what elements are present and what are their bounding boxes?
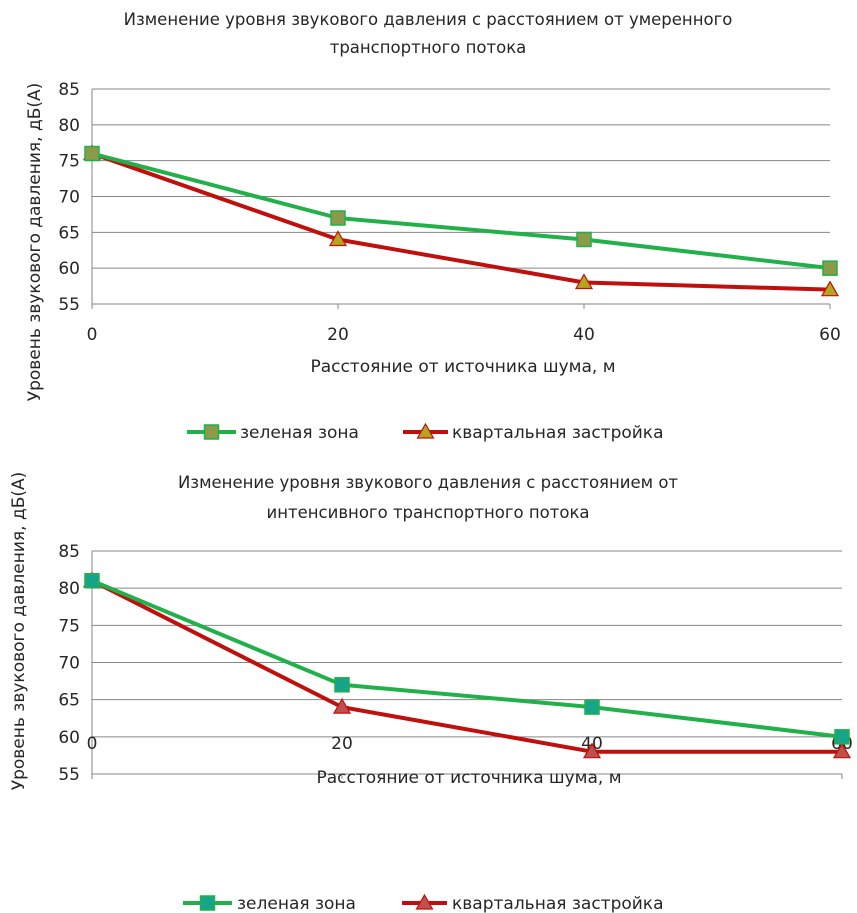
chart-moderate-traffic: Изменение уровня звукового давления с ра… <box>0 0 857 456</box>
y-tick-label: 75 <box>58 616 80 636</box>
data-point-triangle <box>582 742 602 759</box>
data-point-square <box>330 210 346 226</box>
chart-title-line: Изменение уровня звукового давления с ра… <box>124 10 733 29</box>
legend-marker-triangle <box>416 422 435 439</box>
y-tick-label: 60 <box>58 728 80 748</box>
data-point-triangle <box>332 697 352 714</box>
x-tick-label: 60 <box>819 325 841 345</box>
y-tick-label: 65 <box>58 223 80 243</box>
chart-title-line: интенсивного транспортного потока <box>266 503 589 522</box>
legend-label: квартальная застройка <box>452 423 664 443</box>
y-axis-label: Уровень звукового давления, дБ(А) <box>9 472 29 791</box>
chart-svg: Изменение уровня звукового давления с ра… <box>25 10 841 443</box>
x-tick-label: 40 <box>573 325 595 345</box>
data-point-square <box>84 145 100 162</box>
chart-title-line: транспортного потока <box>330 38 527 57</box>
data-point-square <box>834 729 850 745</box>
x-axis-label: Расстояние от источника шума, м <box>316 768 621 788</box>
data-point-square <box>584 699 600 715</box>
chart-title-line: Изменение уровня звукового давления с ра… <box>178 473 678 492</box>
data-point-square <box>576 231 592 248</box>
legend-marker-triangle <box>415 893 434 910</box>
legend-label: зеленая зона <box>237 894 356 913</box>
y-axis-label: Уровень звукового давления, дБ(А) <box>25 83 45 402</box>
data-point-triangle <box>820 280 840 297</box>
y-tick-label: 60 <box>58 259 80 279</box>
y-tick-label: 55 <box>58 765 80 785</box>
data-point-square <box>334 677 350 693</box>
series-line-block-development <box>91 151 831 292</box>
data-point-square <box>84 572 100 589</box>
y-tick-label: 75 <box>58 152 80 172</box>
legend-marker-square <box>199 895 216 911</box>
x-axis-label: Расстояние от источника шума, м <box>310 357 615 377</box>
y-tick-label: 55 <box>58 295 80 315</box>
legend-label: зеленая зона <box>240 423 359 443</box>
data-point-square <box>822 260 838 276</box>
series-line-green-zone <box>91 578 843 739</box>
y-tick-label: 70 <box>58 654 80 674</box>
y-tick-label: 80 <box>58 116 80 136</box>
y-tick-label: 65 <box>58 691 80 711</box>
chart-svg: Изменение уровня звукового давления с ра… <box>9 472 853 913</box>
data-point-triangle <box>832 742 852 759</box>
x-tick-label: 20 <box>327 325 349 345</box>
x-tick-label: 0 <box>87 734 98 754</box>
y-tick-label: 80 <box>58 579 80 599</box>
x-tick-label: 0 <box>87 325 98 345</box>
x-tick-label: 20 <box>331 734 353 754</box>
data-point-triangle <box>574 273 594 290</box>
y-tick-label: 85 <box>58 542 80 562</box>
legend-label: квартальная застройка <box>452 894 664 913</box>
y-tick-label: 85 <box>58 80 80 100</box>
series-line-green-zone <box>91 151 831 271</box>
data-point-triangle <box>328 230 348 247</box>
chart-intensive-traffic: Изменение уровня звукового давления с ра… <box>0 457 857 913</box>
series-line-block-development <box>91 578 842 754</box>
legend-marker-square <box>203 424 220 440</box>
y-tick-label: 70 <box>58 188 80 208</box>
